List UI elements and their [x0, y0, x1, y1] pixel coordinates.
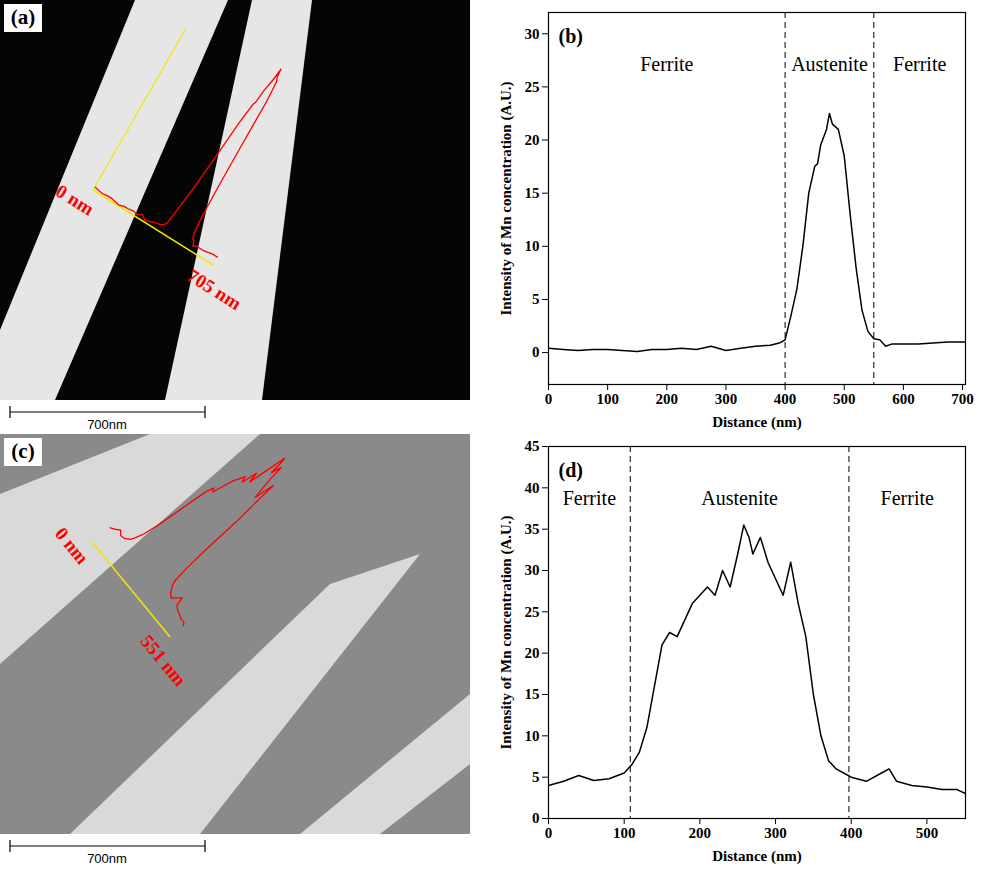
svg-text:300: 300 [715, 391, 738, 407]
svg-text:Distance (nm): Distance (nm) [712, 848, 802, 865]
svg-text:30: 30 [525, 26, 540, 42]
svg-text:15: 15 [525, 686, 540, 702]
svg-text:0 nm: 0 nm [52, 180, 98, 219]
svg-text:15: 15 [525, 185, 540, 201]
svg-text:Ferrite: Ferrite [563, 487, 616, 509]
svg-text:Austenite: Austenite [701, 487, 778, 509]
svg-text:551 nm: 551 nm [136, 631, 190, 691]
svg-text:Intensity of Mn concentration: Intensity of Mn concentration (A.U.) [498, 81, 515, 315]
svg-text:25: 25 [525, 79, 540, 95]
svg-text:0: 0 [545, 391, 553, 407]
svg-text:600: 600 [892, 391, 915, 407]
svg-text:700nm: 700nm [87, 417, 127, 432]
svg-text:200: 200 [689, 825, 712, 841]
svg-text:700nm: 700nm [87, 851, 127, 866]
svg-text:45: 45 [525, 438, 540, 454]
svg-text:500: 500 [833, 391, 856, 407]
svg-text:20: 20 [525, 132, 540, 148]
svg-text:400: 400 [840, 825, 863, 841]
svg-text:10: 10 [525, 728, 540, 744]
svg-text:400: 400 [774, 391, 797, 407]
svg-text:Intensity of Mn concentration: Intensity of Mn concentration (A.U.) [498, 515, 515, 749]
svg-text:(c): (c) [11, 439, 34, 463]
svg-text:35: 35 [525, 521, 540, 537]
svg-text:Ferrite: Ferrite [893, 53, 946, 75]
svg-text:0: 0 [545, 825, 553, 841]
svg-text:200: 200 [656, 391, 679, 407]
svg-text:700: 700 [951, 391, 974, 407]
svg-text:100: 100 [613, 825, 636, 841]
svg-text:(b): (b) [559, 25, 583, 48]
svg-text:25: 25 [525, 604, 540, 620]
svg-text:5: 5 [532, 291, 540, 307]
svg-text:40: 40 [525, 480, 540, 496]
svg-text:(d): (d) [559, 459, 583, 482]
svg-text:500: 500 [916, 825, 939, 841]
svg-text:0: 0 [532, 810, 540, 826]
svg-text:20: 20 [525, 645, 540, 661]
svg-text:5: 5 [532, 769, 540, 785]
svg-text:Ferrite: Ferrite [881, 487, 934, 509]
svg-text:Austenite: Austenite [791, 53, 868, 75]
svg-text:30: 30 [525, 562, 540, 578]
svg-text:300: 300 [764, 825, 787, 841]
svg-text:(a): (a) [11, 5, 36, 29]
svg-text:Distance (nm): Distance (nm) [712, 414, 802, 431]
svg-text:0: 0 [532, 344, 540, 360]
svg-text:Ferrite: Ferrite [640, 53, 693, 75]
svg-text:0 nm: 0 nm [51, 523, 93, 568]
svg-text:100: 100 [596, 391, 619, 407]
svg-text:10: 10 [525, 238, 540, 254]
svg-text:705 nm: 705 nm [183, 265, 245, 315]
